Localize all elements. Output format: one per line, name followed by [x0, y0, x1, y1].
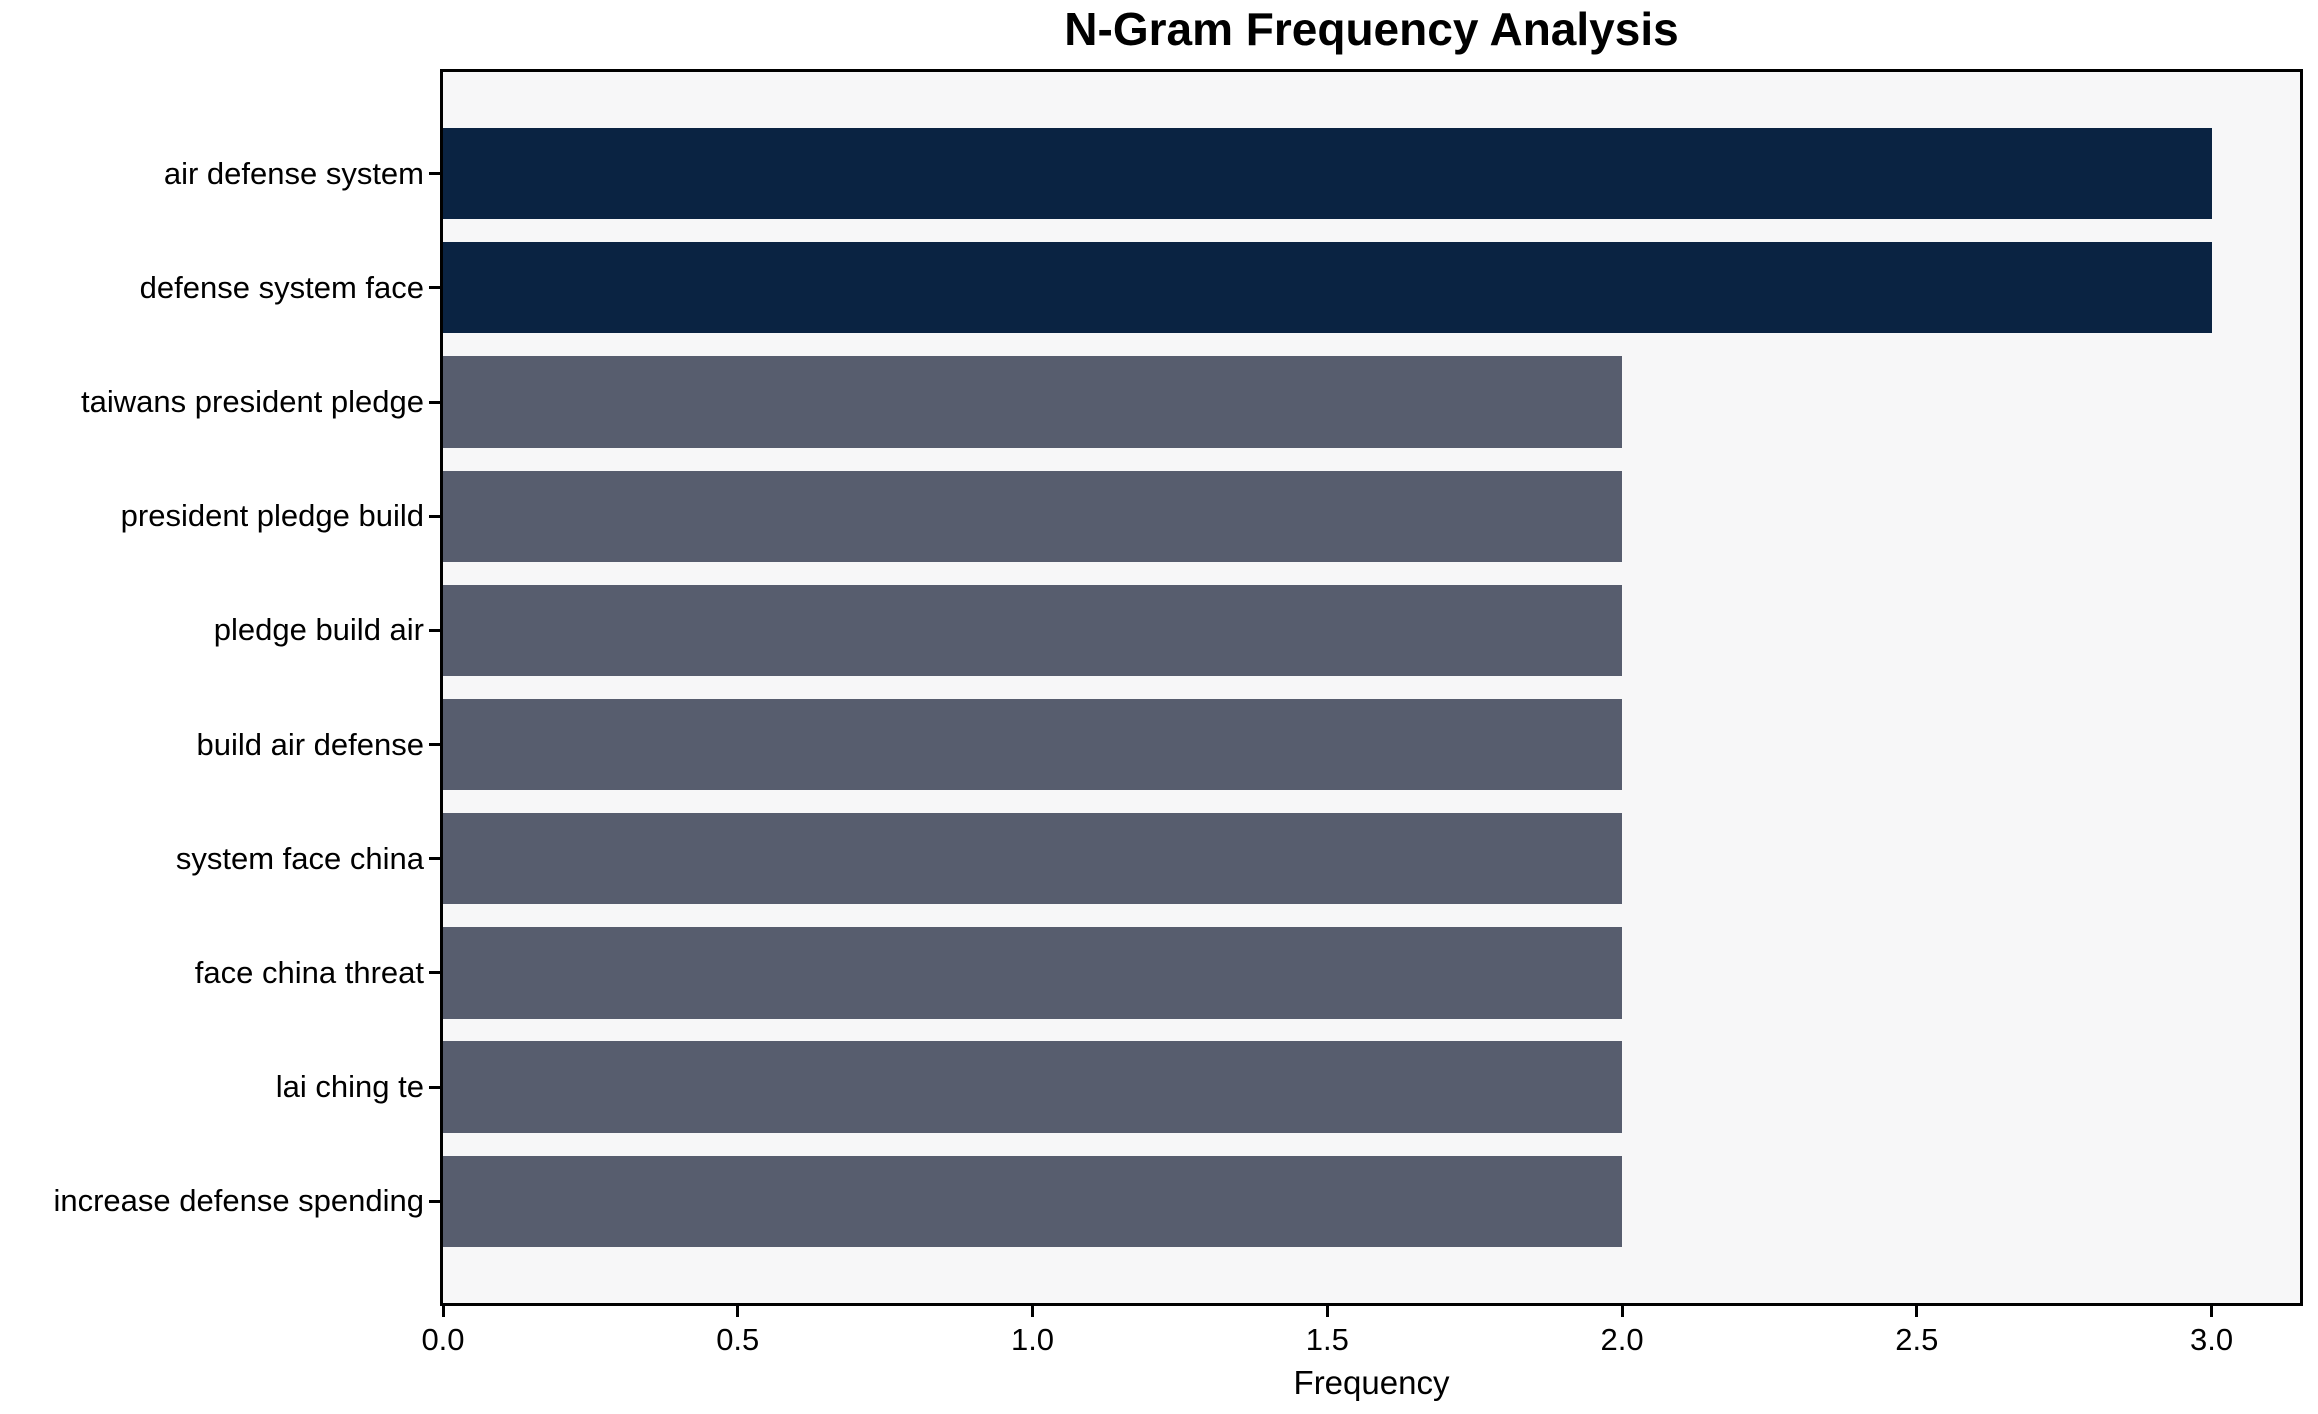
- x-tick-label: 1.5: [1305, 1322, 1349, 1357]
- y-tick-mark: [429, 514, 440, 518]
- y-tick-label: pledge build air: [213, 612, 424, 648]
- y-tick-mark: [429, 172, 440, 176]
- y-tick-mark: [429, 1085, 440, 1089]
- y-tick-mark: [429, 628, 440, 632]
- y-tick-mark: [429, 743, 440, 747]
- chart-title: N-Gram Frequency Analysis: [1064, 3, 1679, 55]
- x-tick-label: 3.0: [2190, 1322, 2234, 1357]
- x-tick-label: 0.5: [716, 1322, 760, 1357]
- x-tick-label: 2.0: [1600, 1322, 1644, 1357]
- y-tick-mark: [429, 286, 440, 290]
- x-tick-mark: [1915, 1306, 1919, 1317]
- y-tick-label: system face china: [175, 840, 424, 876]
- x-tick-label: 2.5: [1895, 1322, 1939, 1357]
- bar: [443, 927, 1623, 1019]
- y-tick-label: face china threat: [194, 954, 424, 990]
- x-tick-mark: [1031, 1306, 1035, 1317]
- x-tick-label: 1.0: [1010, 1322, 1055, 1357]
- x-tick-mark: [2210, 1306, 2214, 1317]
- bar: [443, 698, 1623, 791]
- bar: [443, 242, 2212, 334]
- x-axis-title: Frequency: [1293, 1364, 1450, 1401]
- bar: [443, 127, 2212, 220]
- bar: [443, 1041, 1623, 1133]
- y-tick-label: taiwans president pledge: [81, 384, 424, 420]
- y-tick-mark: [429, 971, 440, 975]
- x-tick-mark: [441, 1306, 445, 1317]
- y-tick-label: defense system face: [139, 269, 424, 305]
- bar: [443, 1155, 1623, 1248]
- y-tick-mark: [429, 1199, 440, 1203]
- y-tick-label: increase defense spending: [53, 1183, 424, 1219]
- bar: [443, 584, 1623, 677]
- x-tick-mark: [1620, 1306, 1624, 1317]
- y-tick-label: build air defense: [196, 726, 425, 762]
- x-tick-label: 0.0: [421, 1322, 465, 1357]
- x-tick-mark: [736, 1306, 740, 1317]
- x-tick-mark: [1325, 1306, 1329, 1317]
- y-tick-label: air defense system: [163, 155, 424, 191]
- y-tick-mark: [429, 857, 440, 861]
- y-tick-label: president pledge build: [120, 498, 424, 534]
- bar: [443, 813, 1623, 905]
- bar: [443, 356, 1623, 448]
- y-tick-mark: [429, 400, 440, 404]
- bar: [443, 470, 1623, 562]
- y-tick-label: lai ching te: [275, 1069, 424, 1105]
